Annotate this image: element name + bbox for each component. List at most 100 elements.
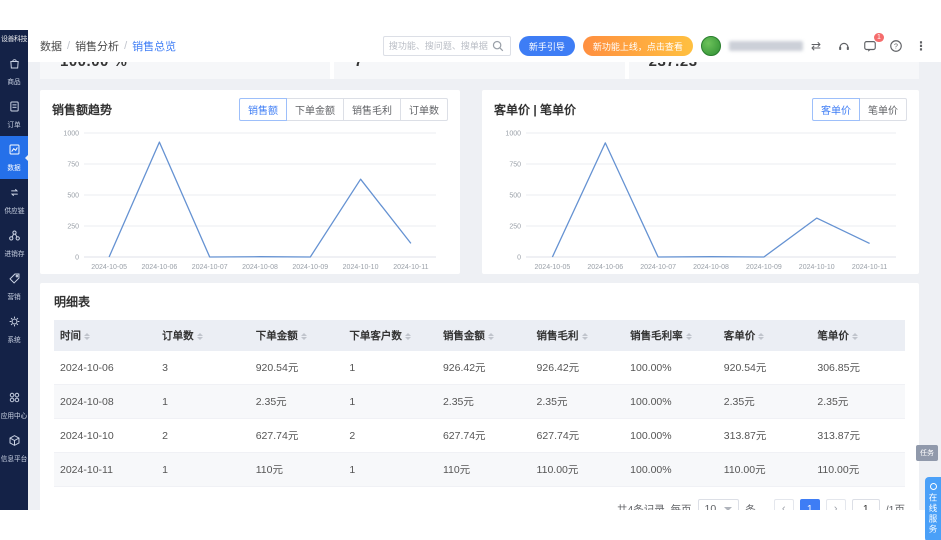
chart-tab[interactable]: 笔单价 (859, 98, 907, 121)
sidebar-item-bag[interactable]: 商品 (0, 50, 28, 93)
table-cell: 313.87元 (717, 418, 812, 453)
order-icon (8, 100, 21, 118)
chart-tab[interactable]: 客单价 (812, 98, 860, 121)
column-header[interactable]: 时间 (54, 320, 157, 351)
switch-account-icon[interactable]: ⇄ (810, 39, 821, 53)
avatar[interactable] (700, 36, 721, 56)
column-header[interactable]: 客单价 (717, 320, 812, 351)
help-icon[interactable]: ? (889, 39, 903, 53)
sort-icon[interactable] (404, 332, 411, 340)
page-size-select[interactable]: 10 (697, 499, 740, 510)
svg-text:500: 500 (509, 193, 521, 200)
sort-icon[interactable] (84, 332, 90, 340)
column-header[interactable]: 下单金额 (249, 320, 344, 351)
guide-button[interactable]: 新手引导 (518, 36, 575, 56)
column-header[interactable]: 销售金额 (436, 320, 531, 351)
next-page-button[interactable]: › (825, 499, 846, 510)
sort-icon[interactable] (300, 332, 307, 340)
svg-text:2024-10-11: 2024-10-11 (393, 264, 428, 271)
service-tab[interactable]: 在线服务 (925, 477, 941, 540)
supply-icon (8, 186, 21, 204)
inventory-icon (8, 229, 21, 247)
breadcrumb-item[interactable]: 销售总览 (132, 41, 177, 53)
table-cell: 926.42元 (436, 351, 531, 385)
pagination: 共4条记录, 每页 10 条 ‹ 1 › /1页 (54, 499, 905, 510)
sidebar-item-label: 进销存 (4, 251, 24, 258)
sidebar-item-label: 应用中心 (0, 413, 28, 420)
breadcrumb: 数据 / 销售分析 / 销售总览 (40, 38, 176, 54)
chart-tab[interactable]: 销售额 (239, 98, 287, 121)
tag-icon (8, 272, 21, 290)
column-header[interactable]: 下单客户数 (343, 320, 437, 351)
svg-text:2024-10-08: 2024-10-08 (693, 264, 729, 271)
search-box[interactable] (382, 36, 511, 56)
sales-trend-card: 销售额趋势 销售额 下单金额 销售毛利 订单数 0 250 500 750 1000 2024-… (40, 90, 460, 274)
column-header[interactable]: 笔单价 (811, 320, 905, 351)
table-cell: 110元 (436, 452, 531, 487)
sidebar-item-label: 系统 (7, 337, 21, 344)
stat-card: 100.00 % (40, 62, 331, 79)
sort-icon[interactable] (851, 332, 858, 340)
message-icon[interactable]: 1 (863, 33, 884, 53)
svg-text:2024-10-07: 2024-10-07 (640, 264, 676, 271)
breadcrumb-item[interactable]: 销售分析 (75, 41, 120, 53)
svg-text:2024-10-05: 2024-10-05 (91, 264, 127, 271)
sidebar-item-chart[interactable]: 数据 (0, 136, 29, 179)
price-per-order-card: 客单价 | 笔单价 客单价 笔单价 0 250 500 750 1000 2024-10-0… (482, 90, 919, 274)
column-header[interactable]: 销售毛利率 (624, 320, 718, 351)
table-cell: 313.87元 (811, 418, 905, 453)
table-cell: 920.54元 (249, 351, 344, 385)
sidebar-item-inventory[interactable]: 进销存 (0, 222, 28, 265)
detail-table: 时间 订单数 下单金额 下单客户数 销售金额 销售毛利 销售毛利率 客单价 笔单价 2024-1… (54, 320, 905, 487)
table-cell: 100.00% (624, 351, 718, 385)
table-cell: 1 (343, 384, 437, 419)
table-row: 2024-10-08 1 2.35元 1 2.35元 2.35元 100.00% 2.35元 2… (54, 384, 905, 419)
breadcrumb-item[interactable]: 数据 (40, 41, 62, 53)
stats-strip: 100.00 % 7 237.23 (40, 62, 919, 79)
support-icon[interactable] (837, 39, 851, 53)
table-cell: 1 (343, 351, 437, 385)
topbar: 数据 / 销售分析 / 销售总览 新手引导 新功能上线，点击查看 ⇄ (28, 30, 941, 62)
sort-icon[interactable] (685, 332, 692, 340)
page-jump-input[interactable] (851, 499, 880, 510)
table-cell: 110元 (249, 452, 344, 487)
sidebar-item-tag[interactable]: 营销 (0, 265, 28, 308)
sort-icon[interactable] (196, 332, 203, 340)
stat-value: 7 (354, 62, 624, 70)
svg-text:500: 500 (67, 193, 79, 200)
service-tab-label: 在线服务 (928, 493, 938, 535)
prev-page-button[interactable]: ‹ (773, 499, 794, 510)
chart-tab[interactable]: 销售毛利 (343, 98, 401, 121)
table-cell: 2 (343, 418, 437, 453)
column-header[interactable]: 销售毛利 (530, 320, 625, 351)
sidebar-item-label: 信息平台 (0, 456, 28, 463)
promo-button[interactable]: 新功能上线，点击查看 (582, 36, 693, 56)
sort-icon[interactable] (581, 332, 588, 340)
chart-tab[interactable]: 订单数 (400, 98, 448, 121)
current-page-button[interactable]: 1 (799, 499, 820, 510)
chart-tab[interactable]: 下单金额 (286, 98, 344, 121)
table-cell: 2024-10-06 (54, 351, 157, 385)
table-cell: 627.74元 (436, 418, 531, 453)
bag-icon (8, 57, 21, 75)
page-count-label: /1页 (885, 503, 905, 511)
search-icon[interactable] (491, 39, 505, 53)
search-input[interactable] (388, 41, 489, 51)
sidebar-item-supply[interactable]: 供应链 (0, 179, 28, 222)
sort-icon[interactable] (758, 332, 765, 340)
table-cell: 926.42元 (530, 351, 625, 385)
stat-value: 100.00 % (60, 62, 330, 70)
sidebar-item-apps[interactable]: 应用中心 (0, 384, 28, 427)
sidebar-item-order[interactable]: 订单 (0, 93, 28, 136)
page: 设善科技 商品 订单 数据 供应链 进销存 营销 系统 应用中心 信息平台 数据 / 销售分析 / 销… (0, 30, 941, 540)
table-cell: 2024-10-10 (54, 418, 157, 453)
apps-icon (8, 391, 21, 409)
column-header-label: 下单客户数 (349, 330, 402, 342)
column-header[interactable]: 订单数 (156, 320, 250, 351)
sidebar-item-gear[interactable]: 系统 (0, 308, 28, 351)
sort-icon[interactable] (487, 332, 494, 340)
sidebar-item-cube[interactable]: 信息平台 (0, 427, 28, 470)
task-tab[interactable]: 任务 (916, 445, 938, 461)
more-icon[interactable]: ⋮ (915, 39, 927, 53)
